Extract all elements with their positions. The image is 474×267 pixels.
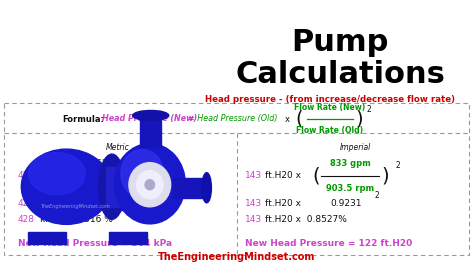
Text: ): ) xyxy=(355,109,363,128)
Ellipse shape xyxy=(114,144,185,224)
Text: Imperial: Imperial xyxy=(339,143,371,152)
Text: 428: 428 xyxy=(18,198,35,207)
Text: (: ( xyxy=(312,167,319,186)
Text: kPa x: kPa x xyxy=(40,171,64,180)
Text: 52.6 l/s: 52.6 l/s xyxy=(96,159,130,168)
Text: New Head Pressure = 364 kPa: New Head Pressure = 364 kPa xyxy=(18,239,172,249)
Text: 903.5 rpm: 903.5 rpm xyxy=(326,184,374,193)
Text: ): ) xyxy=(136,167,144,186)
Text: 428: 428 xyxy=(18,171,35,180)
Ellipse shape xyxy=(133,111,169,120)
Text: kPa x: kPa x xyxy=(40,198,64,207)
Text: 833 gpm: 833 gpm xyxy=(329,159,370,168)
Text: Flow Rate (New): Flow Rate (New) xyxy=(294,103,365,112)
Text: Head Pressure (New): Head Pressure (New) xyxy=(102,115,197,124)
Text: Calculations: Calculations xyxy=(235,60,445,89)
Text: New Head Pressure = 122 ft.H20: New Head Pressure = 122 ft.H20 xyxy=(245,239,412,249)
Text: Formula:: Formula: xyxy=(62,115,104,124)
Text: 57 l/s: 57 l/s xyxy=(100,184,126,193)
Text: (0.9228): (0.9228) xyxy=(85,198,123,207)
Ellipse shape xyxy=(21,149,111,224)
Bar xyxy=(173,178,207,198)
Bar xyxy=(104,164,133,210)
Text: 143: 143 xyxy=(245,171,262,180)
Text: ): ) xyxy=(381,167,389,186)
Text: 2: 2 xyxy=(140,190,145,199)
Text: ft.H20 x  0.8527%: ft.H20 x 0.8527% xyxy=(265,215,347,225)
Text: 2: 2 xyxy=(375,190,380,199)
Circle shape xyxy=(137,171,163,199)
Text: (: ( xyxy=(82,167,90,186)
Ellipse shape xyxy=(99,154,125,219)
Bar xyxy=(109,232,147,244)
Bar xyxy=(140,112,161,147)
Text: 143: 143 xyxy=(245,198,262,207)
Text: ft.H20 x: ft.H20 x xyxy=(265,171,301,180)
Text: 428: 428 xyxy=(18,215,35,225)
Text: x: x xyxy=(285,115,290,124)
Text: TheEngineeringMindset.com: TheEngineeringMindset.com xyxy=(158,252,316,262)
Text: Pump: Pump xyxy=(292,28,389,57)
Text: 2: 2 xyxy=(396,162,401,171)
Text: ft.H20 x: ft.H20 x xyxy=(265,198,301,207)
Text: 2: 2 xyxy=(151,162,156,171)
Ellipse shape xyxy=(28,153,85,195)
Text: Head pressure - (from increase/decrease flow rate): Head pressure - (from increase/decrease … xyxy=(205,95,455,104)
Bar xyxy=(106,167,120,207)
Text: 0.9231: 0.9231 xyxy=(330,198,362,207)
Text: 143: 143 xyxy=(245,215,262,225)
Bar xyxy=(28,232,66,244)
Text: 2: 2 xyxy=(367,104,372,113)
Circle shape xyxy=(129,163,171,207)
Ellipse shape xyxy=(202,173,211,203)
Text: TheEngineeringMindset.com: TheEngineeringMindset.com xyxy=(41,204,111,209)
Ellipse shape xyxy=(121,150,164,198)
Text: = Head Pressure (Old): = Head Pressure (Old) xyxy=(188,115,277,124)
Text: kPa x  0.8516 %: kPa x 0.8516 % xyxy=(40,215,113,225)
Text: (: ( xyxy=(295,109,302,128)
Circle shape xyxy=(145,180,155,190)
Text: Flow Rate (Old): Flow Rate (Old) xyxy=(296,126,364,135)
Text: Metric: Metric xyxy=(106,143,130,152)
